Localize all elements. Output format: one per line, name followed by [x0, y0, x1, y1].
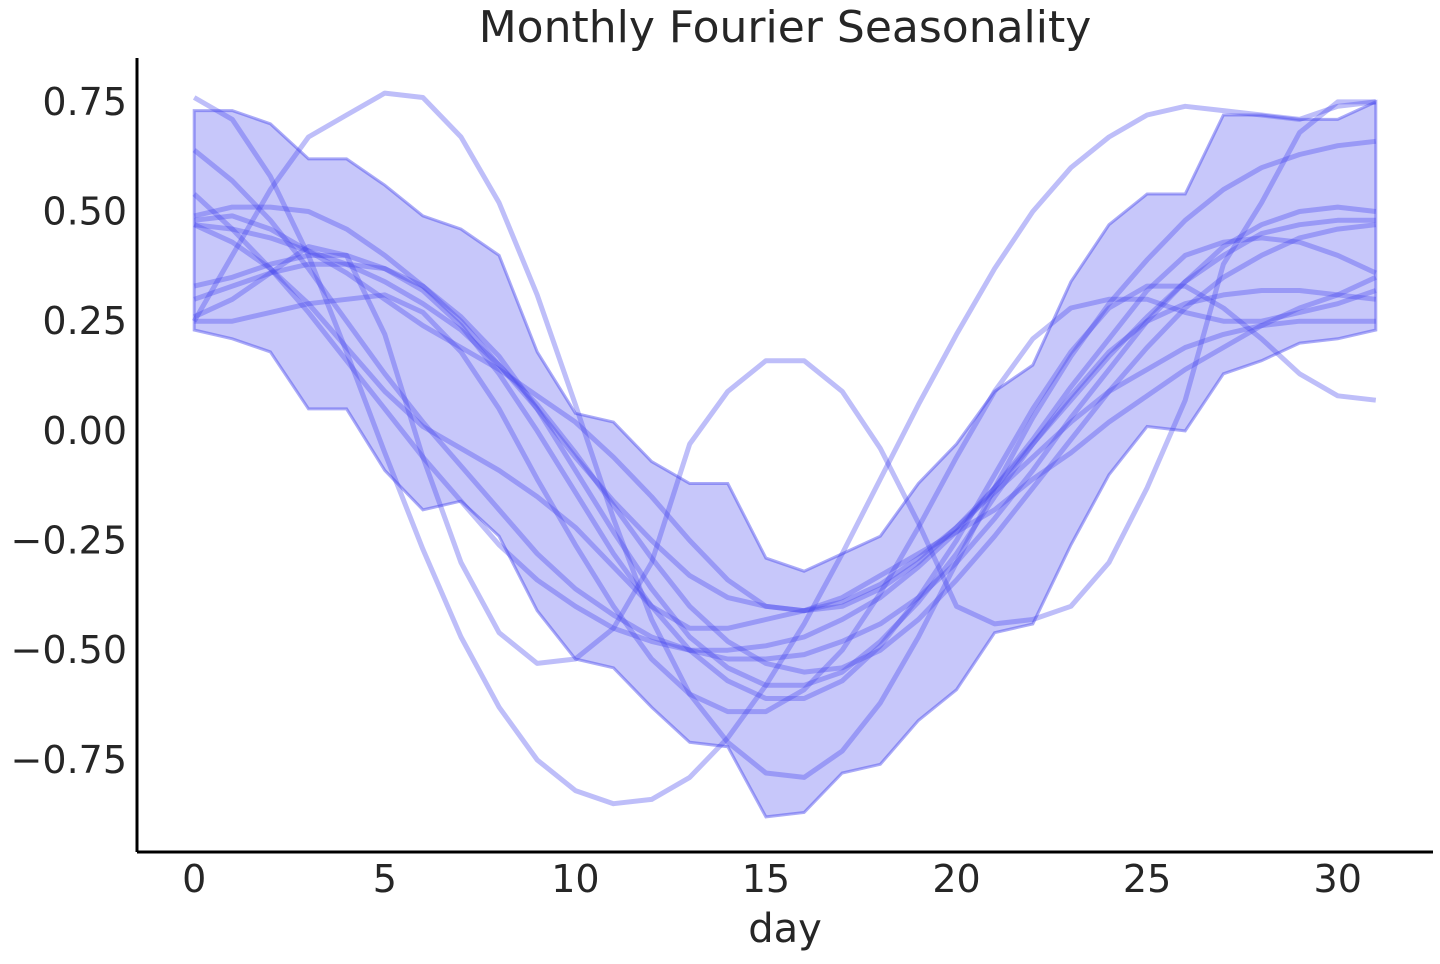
- x-axis-label: day: [748, 906, 822, 952]
- x-tick-layer: 0 5 10 15 20 25 30: [182, 857, 1362, 901]
- y-tick-label: −0.25: [11, 519, 127, 563]
- x-tick-label: 0: [182, 857, 206, 901]
- chart-title: Monthly Fourier Seasonality: [479, 2, 1092, 53]
- series-line-9: [193, 222, 1377, 675]
- x-tick-label: 20: [932, 857, 980, 901]
- x-tick-label: 15: [742, 857, 790, 901]
- y-tick-label: 0.00: [42, 409, 127, 453]
- series-line-11: [194, 288, 1377, 715]
- series-line-5: [192, 192, 1376, 653]
- y-tick-label: 0.75: [42, 80, 127, 124]
- series-line-7: [193, 213, 1377, 614]
- x-tick-label: 10: [551, 857, 599, 901]
- y-tick-label: 0.50: [42, 190, 127, 234]
- x-tick-label: 30: [1314, 857, 1362, 901]
- series-line-2: [192, 90, 1377, 780]
- x-tick-label: 5: [373, 857, 397, 901]
- y-tick-label: −0.50: [11, 628, 127, 672]
- confidence-band: [192, 99, 1378, 819]
- y-tick-layer: 0.75 0.50 0.25 0.00 −0.25 −0.50 −0.75: [11, 80, 127, 782]
- series-line-3: [193, 99, 1376, 666]
- series-line-12: [193, 222, 1377, 631]
- y-tick-label: −0.75: [11, 738, 127, 782]
- confidence-band-layer: [192, 99, 1378, 819]
- series-line-10: [193, 204, 1376, 614]
- series-line-6: [193, 252, 1377, 701]
- series-line-1: [192, 95, 1377, 807]
- y-tick-label: 0.25: [42, 299, 127, 343]
- series-line-8: [193, 261, 1377, 688]
- series-layer: [192, 90, 1377, 807]
- series-line-4: [192, 148, 1377, 662]
- x-tick-label: 25: [1123, 857, 1171, 901]
